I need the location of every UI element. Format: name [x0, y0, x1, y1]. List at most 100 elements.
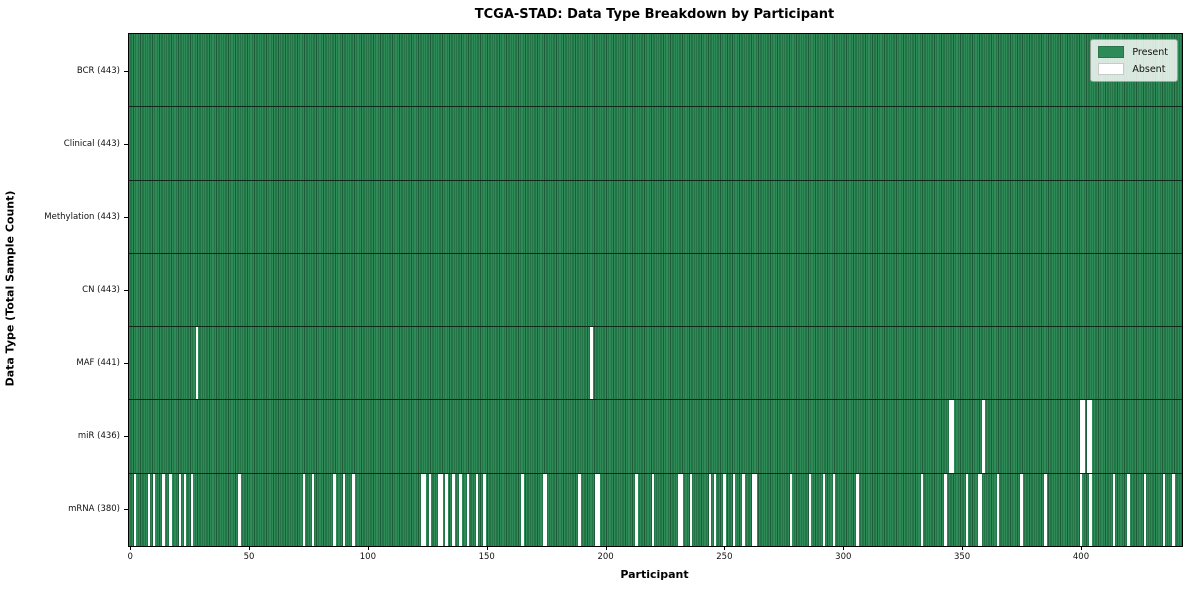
x-tick-label: 150 — [478, 552, 495, 562]
y-tick-mark — [124, 70, 128, 72]
absent-stripe — [732, 473, 736, 546]
absent-stripe — [708, 473, 712, 546]
y-tick-mark — [124, 436, 128, 438]
absent-stripe — [466, 473, 469, 546]
absent-stripe — [162, 473, 165, 546]
legend-entry-present: Present — [1098, 46, 1168, 58]
heatmap-row-MAF — [129, 327, 1182, 401]
x-tick-label: 50 — [243, 552, 255, 562]
y-tick-mark — [124, 216, 128, 218]
x-tick-mark — [367, 546, 369, 550]
absent-stripe — [651, 473, 655, 546]
absent-stripe — [680, 473, 683, 546]
absent-stripe — [1079, 473, 1083, 546]
absent-stripe — [1020, 473, 1023, 546]
x-tick-mark — [249, 546, 250, 550]
absent-stripe — [949, 400, 952, 473]
absent-stripe — [965, 473, 969, 546]
absent-stripe — [333, 473, 336, 546]
absent-stripe — [689, 473, 693, 546]
legend-entry-absent: Absent — [1098, 63, 1168, 75]
x-tick-label: 0 — [127, 552, 133, 562]
heatmap-row-Methylation — [129, 180, 1182, 254]
absent-stripe — [742, 473, 745, 546]
x-tick-mark — [605, 546, 607, 550]
x-tick-label: 100 — [359, 552, 376, 562]
x-tick-mark — [486, 546, 488, 550]
absent-stripe — [521, 473, 524, 546]
absent-stripe — [678, 473, 681, 546]
absent-stripe — [459, 473, 462, 546]
absent-stripe — [542, 473, 545, 546]
absent-stripe — [996, 473, 999, 546]
absent-stripe — [152, 473, 156, 546]
absent-stripe — [1143, 473, 1147, 546]
absent-swatch — [1098, 63, 1125, 75]
legend-label-present: Present — [1132, 46, 1168, 58]
absent-stripe — [133, 473, 137, 546]
x-axis-label: Participant — [620, 568, 689, 581]
absent-stripe — [195, 327, 198, 400]
absent-stripe — [476, 473, 479, 546]
x-tick-label: 250 — [716, 552, 733, 562]
x-tick-label: 300 — [835, 552, 852, 562]
heatmap-row-BCR — [129, 34, 1182, 108]
absent-stripe — [920, 473, 923, 546]
absent-stripe — [438, 473, 441, 546]
y-tick-label-Methylation: Methylation (443) — [44, 211, 120, 222]
absent-stripe — [823, 473, 826, 546]
absent-stripe — [1086, 400, 1090, 473]
absent-stripe — [483, 473, 486, 546]
x-tick-mark — [1081, 546, 1082, 550]
absent-stripe — [452, 473, 455, 546]
y-tick-mark — [124, 143, 128, 145]
absent-stripe — [1089, 400, 1092, 473]
absent-stripe — [944, 473, 947, 546]
y-tick-label-CN: CN (443) — [82, 285, 120, 295]
absent-stripe — [352, 473, 355, 546]
absent-stripe — [590, 327, 593, 400]
absent-stripe — [789, 473, 793, 546]
absent-stripe — [578, 473, 581, 546]
absent-stripe — [169, 473, 172, 546]
absent-stripe — [312, 473, 315, 546]
absent-stripe — [1044, 473, 1047, 546]
absent-stripe — [1113, 473, 1116, 546]
absent-stripe — [982, 400, 985, 473]
y-tick-mark — [124, 363, 128, 365]
y-tick-label-MAF: MAF (441) — [76, 358, 120, 369]
absent-stripe — [751, 473, 755, 546]
chart-title: TCGA-STAD: Data Type Breakdown by Partic… — [474, 7, 835, 22]
absent-stripe — [754, 473, 757, 546]
legend-label-absent: Absent — [1132, 63, 1166, 75]
absent-stripe — [808, 473, 812, 546]
y-tick-label-BCR: BCR (443) — [76, 65, 120, 76]
x-tick-label: 350 — [953, 552, 971, 562]
absent-stripe — [238, 473, 241, 546]
absent-stripe — [428, 473, 431, 546]
absent-stripe — [183, 473, 187, 546]
absent-stripe — [594, 473, 598, 546]
absent-stripe — [597, 473, 600, 546]
absent-stripe — [713, 473, 717, 546]
absent-stripe — [445, 473, 448, 546]
x-tick-label: 200 — [597, 552, 614, 562]
x-tick-mark — [724, 546, 726, 550]
absent-stripe — [190, 473, 194, 546]
x-tick-mark — [130, 546, 132, 550]
present-swatch — [1098, 46, 1125, 58]
absent-stripe — [421, 473, 424, 546]
x-tick-mark — [843, 546, 845, 550]
legend: Present Absent — [1090, 39, 1178, 82]
plot-area: Present Absent — [128, 33, 1183, 547]
y-tick-label-mRNA: mRNA (380) — [68, 504, 120, 515]
y-tick-label-Clinical: Clinical (443) — [63, 138, 120, 149]
absent-stripe — [856, 473, 859, 546]
absent-stripe — [1127, 473, 1130, 546]
absent-stripe — [1079, 400, 1083, 473]
heatmap-row-mRNA — [129, 473, 1182, 546]
heatmap-rows — [129, 34, 1182, 546]
absent-stripe — [1172, 473, 1175, 546]
absent-stripe — [977, 473, 980, 546]
